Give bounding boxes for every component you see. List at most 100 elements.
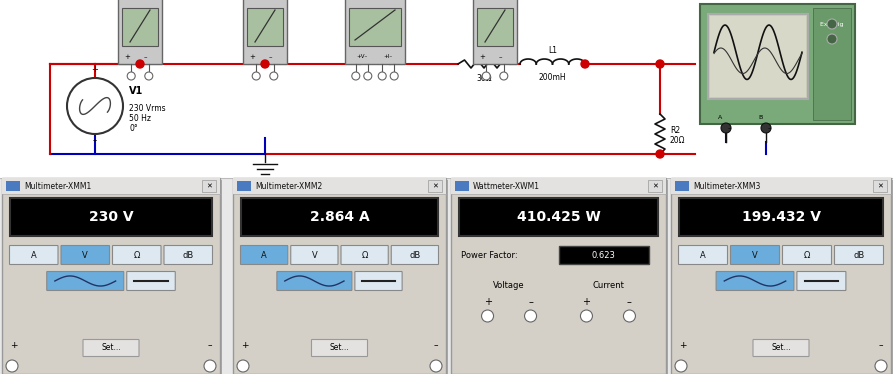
Bar [675, 181, 689, 191]
Bar [813, 8, 851, 120]
Circle shape [363, 72, 371, 80]
FancyBboxPatch shape [341, 245, 388, 264]
Text: Ω: Ω [362, 251, 368, 260]
Text: +: + [582, 297, 590, 307]
FancyBboxPatch shape [834, 245, 883, 264]
Text: dB: dB [183, 251, 194, 260]
Circle shape [623, 310, 636, 322]
Bar [2, 178, 220, 374]
Bar [700, 4, 855, 124]
Text: R2: R2 [670, 126, 680, 135]
Bar [428, 180, 442, 192]
Text: +: + [483, 297, 491, 307]
Bar [233, 178, 446, 374]
Circle shape [6, 360, 18, 372]
Text: Set...: Set... [330, 343, 349, 353]
Bar [233, 178, 446, 194]
Text: 0°: 0° [129, 123, 138, 132]
Text: +: + [92, 65, 98, 74]
Circle shape [675, 360, 687, 372]
FancyBboxPatch shape [46, 272, 124, 291]
Text: –: – [627, 297, 632, 307]
Text: ✕: ✕ [432, 183, 438, 189]
Text: Set...: Set... [101, 343, 121, 353]
Text: ✕: ✕ [877, 183, 883, 189]
Text: –: – [728, 125, 731, 131]
FancyBboxPatch shape [61, 245, 110, 264]
Text: Ω: Ω [804, 251, 810, 260]
FancyBboxPatch shape [782, 245, 831, 264]
Circle shape [656, 150, 664, 158]
Circle shape [270, 72, 278, 80]
Text: –: – [269, 54, 272, 60]
FancyBboxPatch shape [277, 272, 352, 291]
Bar [6, 181, 20, 191]
Text: V1: V1 [129, 86, 143, 96]
Bar [451, 178, 666, 194]
Bar [241, 198, 438, 236]
Text: Voltage: Voltage [493, 282, 525, 291]
Bar [455, 181, 469, 191]
Text: V: V [312, 251, 317, 260]
Text: ✕: ✕ [206, 183, 212, 189]
Text: –: – [768, 125, 772, 131]
FancyBboxPatch shape [113, 245, 161, 264]
Circle shape [500, 72, 508, 80]
Text: V: V [82, 251, 88, 260]
FancyBboxPatch shape [240, 245, 288, 264]
Text: L1: L1 [548, 46, 557, 55]
FancyBboxPatch shape [391, 245, 438, 264]
Circle shape [524, 310, 537, 322]
Text: 410.425 W: 410.425 W [517, 210, 600, 224]
Bar [122, 8, 158, 46]
Bar [237, 181, 251, 191]
FancyBboxPatch shape [10, 245, 58, 264]
FancyBboxPatch shape [716, 272, 794, 291]
Bar [671, 178, 891, 374]
Circle shape [252, 72, 260, 80]
Text: 2.864 A: 2.864 A [310, 210, 370, 224]
Text: Ω: Ω [134, 251, 140, 260]
Circle shape [827, 34, 837, 44]
FancyBboxPatch shape [797, 272, 846, 291]
Text: ✕: ✕ [652, 183, 658, 189]
Circle shape [379, 72, 386, 80]
Circle shape [581, 60, 589, 68]
Circle shape [761, 123, 771, 133]
Bar [473, 0, 517, 64]
FancyBboxPatch shape [679, 245, 728, 264]
Text: A: A [718, 115, 722, 120]
Bar [459, 198, 658, 236]
FancyBboxPatch shape [83, 340, 139, 356]
Text: 0.623: 0.623 [592, 251, 615, 260]
Circle shape [127, 72, 135, 80]
Text: +I–: +I– [384, 54, 393, 59]
Circle shape [721, 123, 731, 133]
Bar [349, 8, 401, 46]
Text: +: + [125, 54, 130, 60]
Bar [648, 180, 662, 192]
Text: 200mH: 200mH [538, 73, 566, 82]
Circle shape [261, 60, 269, 68]
Text: –: – [528, 297, 533, 307]
Bar [451, 178, 666, 374]
Text: Multimeter-XMM1: Multimeter-XMM1 [24, 181, 91, 190]
Bar [0, 0, 893, 178]
Text: –: – [498, 54, 502, 60]
Bar [345, 0, 405, 64]
Text: –: – [433, 341, 438, 350]
Bar [2, 178, 220, 194]
Circle shape [482, 72, 490, 80]
Bar [477, 8, 513, 46]
FancyBboxPatch shape [127, 272, 175, 291]
Text: dB: dB [854, 251, 864, 260]
Bar [10, 198, 212, 236]
Circle shape [67, 78, 123, 134]
Text: +V–: +V– [356, 54, 367, 59]
Text: A: A [31, 251, 37, 260]
Circle shape [481, 310, 494, 322]
Text: +: + [250, 54, 255, 60]
Text: Current: Current [592, 282, 624, 291]
Text: +: + [480, 54, 486, 60]
Bar [118, 0, 162, 64]
